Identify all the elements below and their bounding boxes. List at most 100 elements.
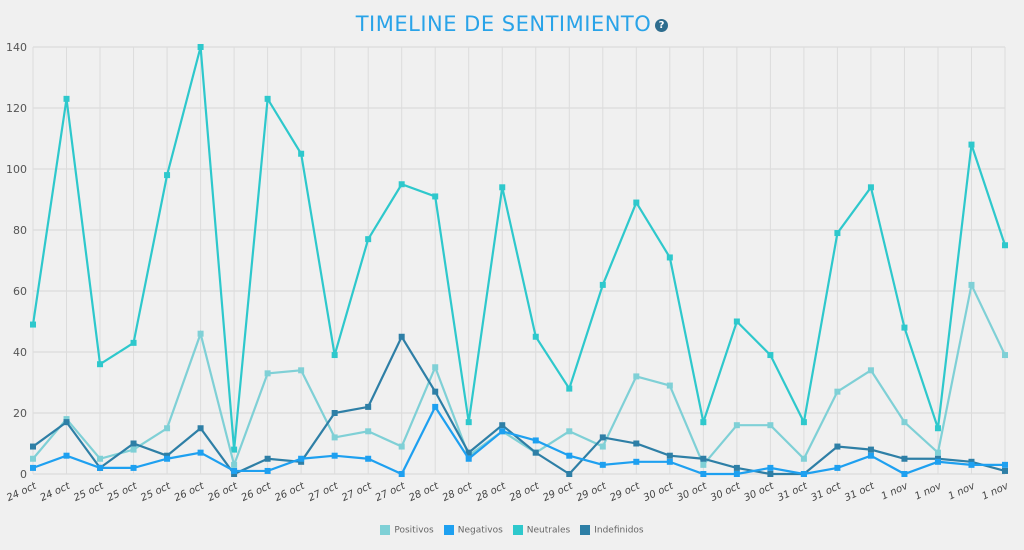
- x-tick-label: 29 oct: [608, 480, 642, 504]
- data-point-neutrales: [968, 141, 975, 148]
- x-tick-label: 24 oct: [39, 480, 73, 504]
- y-tick-label: 40: [13, 346, 27, 359]
- x-tick-label: 30 oct: [675, 480, 709, 504]
- data-point-indefinidos: [901, 455, 908, 462]
- data-point-indefinidos: [398, 333, 405, 340]
- data-point-indefinidos: [365, 403, 372, 410]
- data-point-neutrales: [767, 352, 774, 359]
- legend-swatch: [580, 525, 591, 535]
- data-point-neutrales: [834, 230, 841, 237]
- x-tick-label: 26 oct: [206, 480, 240, 504]
- data-point-indefinidos: [767, 471, 774, 477]
- data-point-positivos: [465, 452, 472, 459]
- data-point-neutrales: [566, 385, 573, 392]
- data-point-indefinidos: [700, 455, 707, 462]
- data-point-neutrales: [63, 95, 70, 102]
- y-tick-label: 20: [13, 407, 27, 420]
- data-point-negativos: [666, 458, 673, 465]
- data-point-indefinidos: [164, 452, 171, 459]
- legend: Positivos Negativos Neutrales Indefinidos: [0, 525, 1024, 536]
- x-tick-label: 28 oct: [441, 480, 475, 504]
- series-line-negativos: [32, 404, 1005, 476]
- x-tick-label: 1 nov: [880, 480, 911, 502]
- data-point-indefinidos: [264, 455, 271, 462]
- data-point-neutrales: [700, 419, 707, 426]
- data-point-positivos: [934, 449, 941, 456]
- data-point-negativos: [30, 464, 36, 471]
- data-point-indefinidos: [666, 452, 673, 459]
- data-point-positivos: [968, 281, 975, 288]
- x-tick-label: 29 oct: [575, 480, 609, 504]
- data-point-neutrales: [130, 339, 137, 346]
- x-tick-label: 26 oct: [273, 480, 307, 504]
- x-tick-label: 1 nov: [947, 480, 978, 502]
- legend-item-indefinidos[interactable]: Indefinidos: [580, 525, 644, 536]
- data-point-indefinidos: [532, 449, 539, 456]
- data-point-neutrales: [532, 333, 539, 340]
- data-point-negativos: [298, 455, 305, 462]
- legend-item-neutrales[interactable]: Neutrales: [512, 525, 571, 536]
- data-point-negativos: [130, 464, 137, 471]
- data-point-negativos: [97, 464, 104, 471]
- x-tick-label: 27 oct: [340, 480, 374, 504]
- data-point-neutrales: [733, 318, 740, 325]
- x-tick-label: 28 oct: [407, 480, 441, 504]
- series-line-indefinidos: [32, 334, 1006, 476]
- data-point-negativos: [934, 458, 941, 465]
- x-tick-label: 31 oct: [776, 480, 810, 504]
- data-point-indefinidos: [499, 422, 506, 429]
- data-point-positivos: [633, 373, 640, 380]
- data-point-negativos: [1002, 461, 1008, 468]
- data-point-indefinidos: [130, 440, 137, 447]
- data-point-neutrales: [298, 150, 305, 157]
- data-point-negativos: [800, 471, 807, 477]
- data-point-negativos: [197, 449, 204, 456]
- question-circle-icon[interactable]: ?: [655, 18, 669, 32]
- data-point-positivos: [700, 461, 707, 468]
- data-point-positivos: [1002, 352, 1008, 359]
- x-tick-label: 1 nov: [980, 480, 1011, 502]
- data-point-positivos: [130, 446, 137, 453]
- data-point-negativos: [465, 455, 472, 462]
- data-point-positivos: [800, 455, 807, 462]
- data-point-positivos: [264, 370, 271, 377]
- data-point-negativos: [599, 461, 606, 468]
- data-point-indefinidos: [465, 449, 472, 456]
- data-point-indefinidos: [566, 471, 573, 477]
- x-tick-label: 25 oct: [106, 480, 140, 504]
- series-line-neutrales: [31, 46, 1007, 450]
- data-point-negativos: [63, 452, 70, 459]
- data-point-indefinidos: [63, 419, 70, 426]
- x-tick-label: 25 oct: [139, 480, 173, 504]
- data-point-negativos: [767, 464, 774, 471]
- data-point-neutrales: [633, 199, 640, 206]
- data-point-indefinidos: [1002, 467, 1008, 474]
- x-tick-label: 24 oct: [5, 480, 39, 504]
- legend-item-negativos[interactable]: Negativos: [443, 525, 503, 536]
- y-tick-label: 140: [6, 41, 27, 54]
- x-tick-label: 27 oct: [374, 480, 408, 504]
- data-point-negativos: [365, 455, 372, 462]
- data-point-neutrales: [30, 321, 36, 328]
- data-point-positivos: [30, 455, 36, 462]
- data-point-positivos: [197, 330, 204, 337]
- data-point-positivos: [901, 419, 908, 426]
- data-point-negativos: [532, 437, 539, 444]
- x-tick-label: 29 oct: [541, 480, 575, 504]
- x-tick-label: 31 oct: [810, 480, 844, 504]
- data-point-neutrales: [499, 184, 506, 191]
- legend-label: Neutrales: [526, 525, 571, 536]
- data-point-neutrales: [934, 425, 941, 432]
- data-point-indefinidos: [231, 471, 238, 477]
- x-tick-label: 26 oct: [173, 480, 207, 504]
- data-point-positivos: [733, 422, 740, 429]
- data-point-negativos: [733, 471, 740, 477]
- data-point-positivos: [566, 428, 573, 435]
- data-point-positivos: [63, 416, 70, 423]
- data-point-neutrales: [264, 95, 271, 102]
- legend-item-positivos[interactable]: Positivos: [380, 525, 434, 536]
- data-point-indefinidos: [432, 388, 439, 395]
- data-point-neutrales: [197, 44, 204, 50]
- x-tick-label: 1 nov: [913, 480, 944, 502]
- data-point-positivos: [834, 388, 841, 395]
